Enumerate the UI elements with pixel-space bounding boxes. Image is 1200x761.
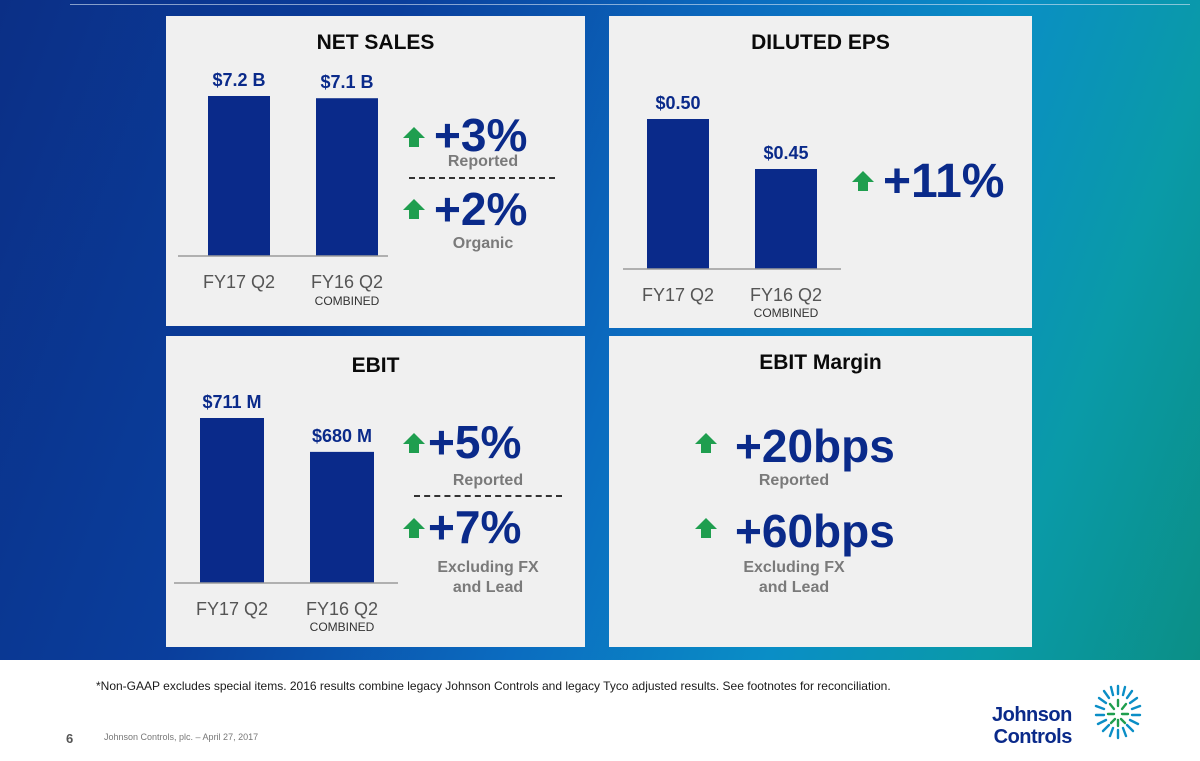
category-label: FY16 Q2	[750, 285, 822, 305]
ebit-margin-panel: EBIT Margin +20bps Reported +60bps Exclu…	[609, 336, 1032, 647]
bar	[200, 418, 264, 583]
logo-line-2: Controls	[993, 726, 1073, 748]
data-label: $0.50	[655, 93, 700, 113]
ebit-panel: EBIT $711 M FY17 Q2 $680 M FY16 Q2 COMBINED …	[166, 336, 585, 647]
bar	[316, 98, 378, 256]
company-logo-text: Johnson Controls	[992, 704, 1072, 748]
data-label: $680 M	[312, 426, 372, 446]
metric-value: +3%	[434, 109, 528, 161]
metric-label: Excluding FX and Lead	[437, 559, 539, 596]
panel-title: NET SALES	[316, 31, 435, 54]
data-label: $0.45	[763, 143, 808, 163]
metric-value: +11%	[883, 155, 1005, 208]
johnson-controls-logo-icon	[1094, 684, 1142, 740]
metric-value: +7%	[428, 501, 522, 553]
page-number: 6	[66, 731, 74, 746]
data-label: $7.1 B	[320, 72, 373, 92]
panel-title: EBIT	[351, 354, 400, 377]
bar	[755, 169, 817, 269]
logo-line-1: Johnson	[992, 704, 1072, 726]
net-sales-chart: $7.2 B FY17 Q2 $7.1 B FY16 Q2 COMBINED	[178, 70, 388, 308]
category-label: FY16 Q2	[311, 272, 383, 292]
data-label: $7.2 B	[212, 70, 265, 90]
metric-label: Reported	[452, 472, 524, 489]
divider	[409, 177, 555, 179]
metric-value: +2%	[434, 183, 528, 235]
category-sublabel: COMBINED	[315, 294, 380, 308]
bar	[310, 451, 374, 583]
category-label: FY17 Q2	[642, 285, 714, 305]
metric-label: Excluding FX and Lead	[743, 559, 845, 596]
metric-value: +20bps	[735, 420, 895, 472]
panel-title: DILUTED EPS	[751, 31, 890, 54]
metric-label: Reported	[758, 472, 830, 489]
metric-label: Reported	[447, 153, 519, 170]
divider	[414, 495, 562, 497]
bar	[208, 96, 270, 256]
category-sublabel: COMBINED	[310, 620, 375, 634]
category-label: FY17 Q2	[203, 272, 275, 292]
net-sales-panel: NET SALES $7.2 B FY17 Q2 $7.1 B FY16 Q2 COMB…	[166, 16, 585, 326]
top-rule	[70, 4, 1190, 5]
page-source: Johnson Controls, plc. – April 27, 2017	[104, 732, 259, 742]
diluted-eps-panel: DILUTED EPS $0.50 FY17 Q2 $0.45 FY16 Q2 COMB…	[609, 16, 1032, 328]
metric-value: +60bps	[735, 505, 895, 557]
panel-title: EBIT Margin	[759, 351, 882, 374]
category-label: FY16 Q2	[306, 599, 378, 619]
metric-label: Organic	[452, 235, 514, 252]
footnote: *Non-GAAP excludes special items. 2016 r…	[96, 679, 891, 693]
category-label: FY17 Q2	[196, 599, 268, 619]
metric-value: +5%	[428, 416, 522, 468]
bar	[647, 119, 709, 269]
data-label: $711 M	[202, 392, 261, 412]
category-sublabel: COMBINED	[754, 306, 819, 320]
